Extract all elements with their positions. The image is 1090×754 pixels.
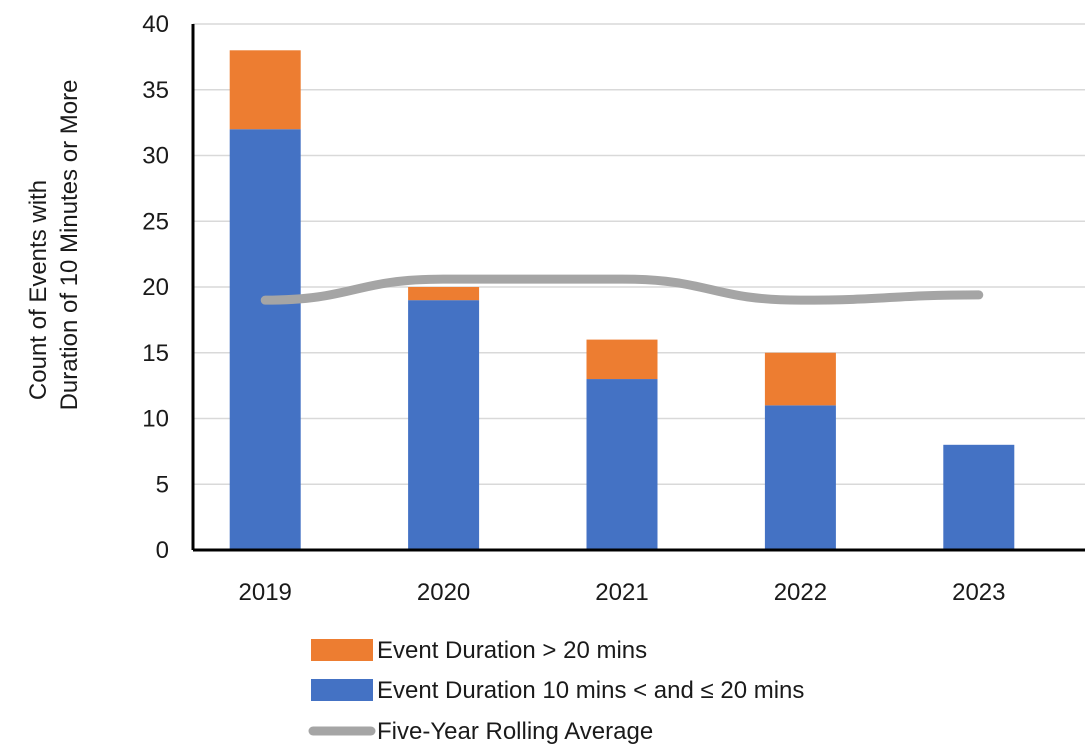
bar-2023-series-1	[943, 444, 1015, 550]
y-tick-label: 40	[142, 11, 169, 38]
x-tick-label: 2021	[595, 579, 648, 606]
y-tick-label: 10	[142, 406, 169, 433]
legend-swatch-1	[311, 639, 373, 661]
x-tick-label: 2023	[952, 579, 1005, 606]
bar-2020-series-2	[408, 287, 480, 301]
bar-2022-series-2	[764, 352, 836, 406]
rolling-average-path	[260, 274, 984, 305]
x-tick-label: 2019	[239, 579, 292, 606]
bar-2019-series-1	[229, 129, 301, 550]
y-tick-label: 0	[156, 537, 169, 564]
axes	[191, 24, 1085, 552]
legend-label-2: Event Duration 10 mins < and ≤ 20 mins	[377, 677, 804, 704]
legend: Event Duration > 20 mins Event Duration 1…	[308, 637, 804, 745]
y-tick-label: 5	[156, 471, 169, 498]
bar-2020-series-1	[408, 300, 480, 550]
x-tick-label: 2022	[774, 579, 827, 606]
bar-2021-series-2	[586, 339, 658, 380]
y-tick-label: 25	[142, 208, 169, 235]
y-axis-label: Count of Events with Duration of 10 Minu…	[25, 80, 83, 411]
y-axis-label-line-1: Count of Events with	[25, 180, 52, 400]
y-tick-label: 30	[142, 143, 169, 170]
x-tick-labels: 2019 2020 2021 2022 2023	[239, 579, 1006, 606]
y-axis-label-line-2: Duration of 10 Minutes or More	[56, 80, 83, 411]
bar-2022-series-1	[764, 405, 836, 550]
y-tick-labels: 0 5 10 15 20 25 30 35 40	[142, 11, 169, 564]
rolling-average-line	[260, 274, 984, 305]
y-tick-label: 35	[142, 77, 169, 104]
bar-2019-series-2	[229, 50, 301, 130]
legend-label-1: Event Duration > 20 mins	[377, 637, 647, 664]
x-tick-label: 2020	[417, 579, 470, 606]
bars	[229, 50, 1015, 550]
legend-label-3: Five-Year Rolling Average	[377, 718, 653, 745]
bar-2021-series-1	[586, 379, 658, 550]
y-tick-label: 20	[142, 274, 169, 301]
y-tick-label: 15	[142, 340, 169, 367]
legend-swatch-2	[311, 679, 373, 701]
